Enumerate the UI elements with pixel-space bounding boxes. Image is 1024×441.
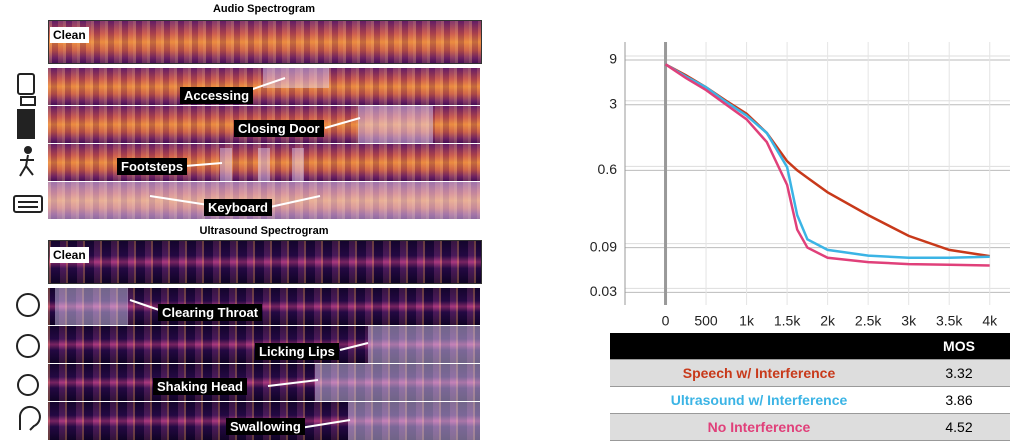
highlight: [368, 326, 480, 363]
icons: [13, 73, 43, 431]
audio-clean-spectrogram: [48, 20, 482, 64]
x-tick-label: 500: [694, 313, 718, 329]
event-label: Closing Door: [234, 120, 324, 137]
event-label: Accessing: [180, 87, 254, 104]
highlight: [258, 148, 270, 181]
row-name: No Interference: [610, 413, 908, 441]
event-label: Clearing Throat: [158, 304, 263, 321]
event-label: Keyboard: [204, 199, 272, 216]
mos-table: MOS Speech w/ Interference 3.32 Ultrasoun…: [610, 333, 1010, 441]
series-line: [664, 63, 990, 260]
x-tick-label: 2.5k: [855, 313, 882, 329]
x-tick-label: 4k: [982, 313, 998, 329]
event-label: Footsteps: [117, 158, 188, 175]
y-tick-label: 0.03: [590, 283, 617, 299]
x-tick-label: 2k: [820, 313, 836, 329]
event-label: Licking Lips: [255, 343, 339, 360]
y-tick-label: 0.6: [598, 161, 618, 177]
y-tick-label: 3: [609, 95, 617, 111]
ultra-title: Ultrasound Spectrogram: [199, 225, 329, 237]
series-line: [664, 63, 990, 267]
row-name: Speech w/ Interference: [610, 359, 908, 387]
ultra-clean-spectrogram: [48, 240, 482, 284]
cell: [610, 333, 908, 360]
x-tick-label: 0: [662, 313, 670, 329]
x-tick-label: 1k: [739, 313, 755, 329]
highlight: [55, 288, 128, 325]
clean-label: Clean: [50, 247, 89, 263]
plot-area: [625, 42, 1010, 305]
y-tick-label: 0.09: [590, 238, 617, 254]
audio-title: Audio Spectrogram: [212, 3, 316, 15]
spectrogram: [48, 364, 480, 401]
highlight: [315, 364, 480, 401]
highlight: [263, 68, 329, 88]
mos-cell: 3.32: [908, 359, 1010, 387]
event-label: Shaking Head: [153, 378, 247, 395]
highlight: [220, 148, 232, 181]
highlight: [358, 106, 433, 143]
highlight: [292, 148, 304, 181]
clean-label: Clean: [50, 27, 89, 43]
row-name: Ultrasound w/ Interference: [610, 386, 908, 414]
event-label: Swallowing: [226, 418, 305, 435]
mos-cell: 3.86: [908, 386, 1010, 414]
x-tick-label: 3.5k: [936, 313, 963, 329]
highlight: [348, 402, 480, 440]
header-cell: MOS: [908, 333, 1010, 360]
chart: 0.03 0.09 0.6 3 9 0 500 1k 1.5k 2k 2.5k 3k 3.5k 4k: [590, 42, 1010, 329]
spectrogram: [48, 288, 480, 325]
mos-cell: 4.52: [908, 413, 1010, 441]
spectrogram: [48, 68, 480, 105]
x-tick-label: 1.5k: [774, 313, 801, 329]
x-tick-label: 3k: [901, 313, 917, 329]
y-tick-label: 9: [609, 51, 617, 67]
table-header: MOS: [610, 333, 1010, 360]
